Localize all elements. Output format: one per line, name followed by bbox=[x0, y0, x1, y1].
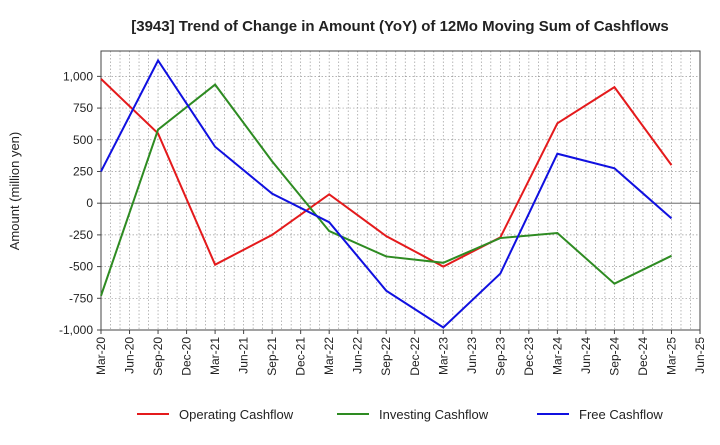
y-axis-label: Amount (million yen) bbox=[7, 132, 22, 251]
y-tick-label: -750 bbox=[69, 291, 93, 305]
series-line-investing-cashflow bbox=[100, 83, 672, 297]
y-tick-label: -250 bbox=[69, 228, 93, 242]
x-tick-label: Mar-21 bbox=[208, 337, 222, 375]
y-tick-label: -500 bbox=[69, 260, 93, 274]
y-tick-label: 750 bbox=[73, 101, 93, 115]
x-tick-label: Sep-24 bbox=[607, 337, 621, 376]
x-tick-label: Jun-21 bbox=[237, 337, 251, 374]
legend-label-free-cashflow: Free Cashflow bbox=[579, 407, 663, 422]
x-tick-label: Mar-20 bbox=[94, 337, 108, 375]
x-tick-label: Jun-22 bbox=[351, 337, 365, 374]
x-tick-label: Jun-20 bbox=[123, 337, 137, 374]
y-tick-label: 250 bbox=[73, 164, 93, 178]
x-tick-label: Mar-23 bbox=[436, 337, 450, 375]
x-tick-label: Mar-22 bbox=[322, 337, 336, 375]
y-tick-label: -1,000 bbox=[59, 323, 93, 337]
x-tick-label: Sep-22 bbox=[379, 337, 393, 376]
x-tick-label: Sep-20 bbox=[151, 337, 165, 376]
x-tick-label: Dec-21 bbox=[294, 337, 308, 376]
plot-background bbox=[101, 51, 700, 330]
plot-border bbox=[100, 50, 701, 331]
legend: Operating Cashflow Investing Cashflow Free… bbox=[137, 407, 663, 422]
x-tick-label: Dec-24 bbox=[636, 337, 650, 376]
x-tick-label: Mar-24 bbox=[550, 337, 564, 375]
legend-label-investing-cashflow: Investing Cashflow bbox=[379, 407, 489, 422]
x-tick-label: Jun-24 bbox=[579, 337, 593, 374]
y-tick-label: 1,000 bbox=[63, 69, 93, 83]
x-tick-label: Mar-25 bbox=[664, 337, 678, 375]
x-tick-label: Dec-20 bbox=[180, 337, 194, 376]
x-tick-label: Sep-23 bbox=[493, 337, 507, 376]
legend-label-operating-cashflow: Operating Cashflow bbox=[179, 407, 294, 422]
x-tick-label: Dec-22 bbox=[408, 337, 422, 376]
x-tick-label: Jun-25 bbox=[693, 337, 707, 374]
y-tick-label: 500 bbox=[73, 133, 93, 147]
series-line-operating-cashflow bbox=[100, 78, 673, 268]
x-tick-label: Sep-21 bbox=[265, 337, 279, 376]
series-line-free-cashflow bbox=[100, 58, 673, 329]
chart-title: [3943] Trend of Change in Amount (YoY) o… bbox=[131, 18, 669, 35]
y-tick-label: 0 bbox=[86, 196, 93, 210]
x-tick-label: Dec-23 bbox=[522, 337, 536, 376]
x-tick-label: Jun-23 bbox=[465, 337, 479, 374]
